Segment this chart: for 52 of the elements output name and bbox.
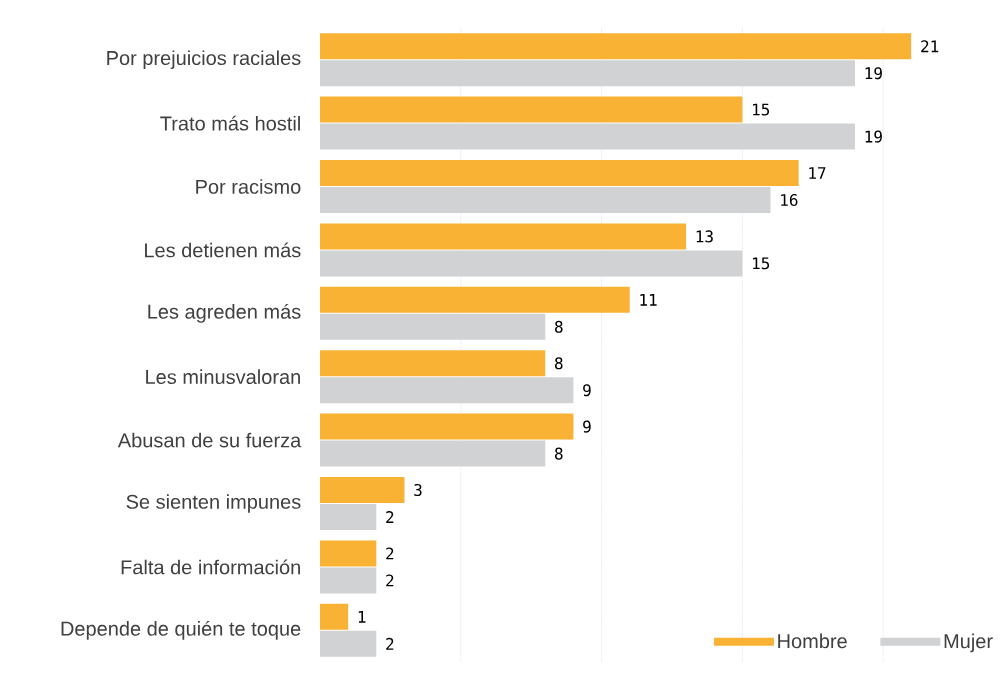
data-label: 1: [358, 610, 366, 623]
data-label: 17: [809, 167, 826, 179]
bar: [320, 440, 546, 467]
bar: [320, 313, 546, 340]
y-tick-label: Por prejuicios raciales: [107, 50, 301, 70]
data-label: 8: [555, 320, 563, 333]
data-label: 19: [865, 67, 882, 80]
data-label: 9: [583, 420, 591, 433]
data-label: 8: [555, 447, 563, 460]
bar: [320, 286, 630, 313]
y-tick-label: Les detienen más: [145, 242, 301, 258]
legend-label: Hombre: [778, 633, 847, 649]
y-tick-label: Trato más hostil: [160, 115, 300, 131]
data-label: 15: [753, 103, 770, 116]
bar: [320, 540, 377, 567]
y-tick-label: Por racismo: [196, 179, 301, 194]
data-label: 2: [386, 637, 394, 650]
bar: [320, 477, 405, 504]
y-tick-label: Falta de información: [121, 559, 300, 575]
bar: [320, 603, 349, 630]
bar: [320, 350, 546, 377]
bar: [320, 123, 855, 150]
bar: [320, 504, 377, 530]
data-label: 13: [696, 230, 713, 243]
legend-label: Mujer: [944, 633, 993, 653]
y-tick-label: Abusan de su fuerza: [117, 432, 302, 448]
bar: [320, 33, 912, 60]
y-tick-label: Les agreden más: [148, 303, 301, 323]
y-tick-label: Se sienten impunes: [126, 494, 301, 513]
bar: [320, 377, 574, 404]
bar: [320, 630, 377, 657]
y-tick-label: Les minusvaloran: [146, 369, 300, 385]
y-tick-label: Depende de quién te toque: [61, 620, 301, 640]
data-label: 15: [753, 257, 770, 270]
data-label: 3: [414, 483, 422, 497]
bar: [320, 413, 574, 440]
data-label: 9: [583, 384, 591, 397]
bar: [320, 250, 743, 277]
bar: [320, 223, 687, 250]
data-label: 2: [386, 547, 394, 560]
data-label: 19: [865, 130, 882, 143]
bar: [320, 60, 855, 87]
data-label: 8: [555, 357, 563, 370]
data-label: 16: [781, 193, 798, 207]
data-label: 11: [640, 293, 657, 306]
bar: [320, 160, 799, 187]
data-label: 2: [386, 574, 394, 587]
data-label: 21: [921, 40, 939, 53]
data-label: 2: [386, 511, 394, 523]
bar: [320, 96, 743, 123]
bar: [320, 567, 377, 594]
bar: [320, 187, 771, 213]
